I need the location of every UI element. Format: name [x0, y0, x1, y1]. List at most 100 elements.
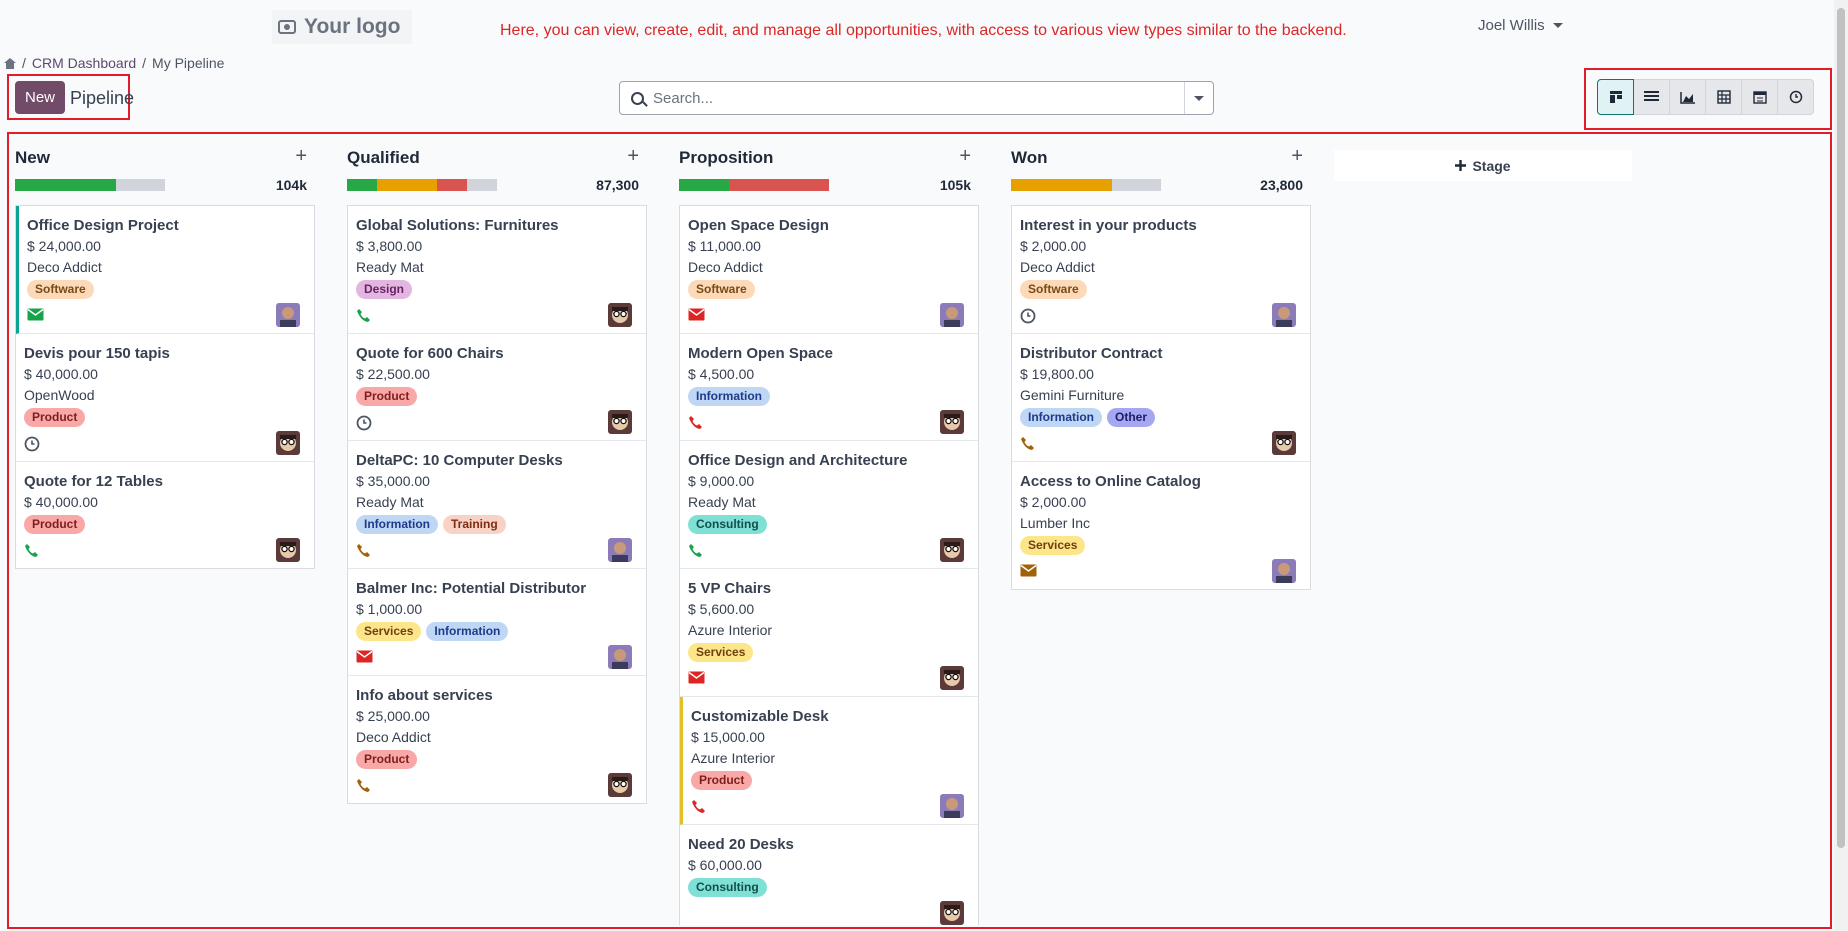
- add-stage-button[interactable]: Stage: [1334, 150, 1632, 181]
- search-options-toggle[interactable]: [1184, 82, 1213, 114]
- opportunity-card[interactable]: Access to Online Catalog $ 2,000.00 Lumb…: [1012, 462, 1310, 589]
- card-title: Quote for 12 Tables: [24, 473, 163, 490]
- opportunity-card[interactable]: Open Space Design $ 11,000.00 Deco Addic…: [680, 206, 978, 334]
- avatar-glasses[interactable]: [608, 773, 632, 797]
- clock-icon[interactable]: [1020, 308, 1036, 329]
- avatar-purple[interactable]: [608, 645, 632, 669]
- user-menu[interactable]: Joel Willis: [1478, 17, 1563, 34]
- phone-icon[interactable]: [688, 415, 703, 435]
- activity-view-button[interactable]: [1777, 79, 1814, 115]
- phone-icon[interactable]: [24, 543, 39, 563]
- opportunity-card[interactable]: DeltaPC: 10 Computer Desks $ 35,000.00 R…: [348, 441, 646, 569]
- column-progress-bar[interactable]: [1011, 179, 1161, 191]
- avatar-glasses[interactable]: [608, 410, 632, 434]
- card-company: Ready Mat: [356, 494, 424, 510]
- envelope-icon[interactable]: [688, 308, 705, 326]
- avatar-purple[interactable]: [940, 794, 964, 818]
- activity-icon: [1789, 90, 1802, 104]
- phone-icon[interactable]: [356, 543, 371, 563]
- envelope-icon[interactable]: [688, 671, 705, 689]
- progress-segment[interactable]: [377, 179, 437, 191]
- opportunity-card[interactable]: Office Design Project $ 24,000.00 Deco A…: [16, 206, 314, 334]
- kanban-column: Qualified + 87,300 Global Solutions: Fur…: [342, 134, 647, 804]
- clock-icon[interactable]: [24, 436, 40, 457]
- card-tags: Information: [688, 387, 970, 406]
- phone-icon[interactable]: [356, 778, 371, 798]
- opportunity-card[interactable]: Modern Open Space $ 4,500.00 Information: [680, 334, 978, 441]
- envelope-icon[interactable]: [1020, 564, 1037, 582]
- avatar-glasses[interactable]: [1272, 431, 1296, 455]
- pivot-view-button[interactable]: [1705, 79, 1742, 115]
- opportunity-card[interactable]: Interest in your products $ 2,000.00 Dec…: [1012, 206, 1310, 334]
- card-tags: Software: [688, 280, 970, 299]
- avatar-glasses[interactable]: [940, 901, 964, 925]
- progress-segment[interactable]: [437, 179, 467, 191]
- phone-icon[interactable]: [688, 543, 703, 563]
- progress-segment[interactable]: [347, 179, 377, 191]
- column-title[interactable]: Proposition: [679, 148, 774, 167]
- column-quick-add-icon[interactable]: +: [627, 145, 639, 167]
- avatar-glasses[interactable]: [940, 410, 964, 434]
- graph-view-button[interactable]: [1669, 79, 1706, 115]
- column-title[interactable]: Qualified: [347, 148, 420, 167]
- company-logo[interactable]: Your logo: [272, 10, 412, 44]
- avatar-glasses[interactable]: [276, 431, 300, 455]
- new-button[interactable]: New: [15, 81, 65, 114]
- column-quick-add-icon[interactable]: +: [959, 145, 971, 167]
- search-icon: [631, 91, 644, 105]
- opportunity-card[interactable]: Quote for 600 Chairs $ 22,500.00 Product: [348, 334, 646, 441]
- opportunity-card[interactable]: Quote for 12 Tables $ 40,000.00 Product: [16, 462, 314, 568]
- envelope-icon[interactable]: [356, 650, 373, 668]
- avatar-glasses[interactable]: [608, 303, 632, 327]
- scrollbar-thumb[interactable]: [1837, 8, 1845, 848]
- avatar-glasses[interactable]: [940, 666, 964, 690]
- avatar-glasses[interactable]: [940, 538, 964, 562]
- avatar-purple[interactable]: [940, 303, 964, 327]
- column-progress-bar[interactable]: [347, 179, 497, 191]
- avatar-purple[interactable]: [276, 303, 300, 327]
- list-view-button[interactable]: [1633, 79, 1670, 115]
- progress-segment[interactable]: [15, 179, 116, 191]
- opportunity-card[interactable]: Distributor Contract $ 19,800.00 Gemini …: [1012, 334, 1310, 462]
- clock-icon[interactable]: [356, 415, 372, 436]
- phone-icon[interactable]: [1020, 436, 1035, 456]
- opportunity-card[interactable]: Office Design and Architecture $ 9,000.0…: [680, 441, 978, 569]
- opportunity-card[interactable]: 5 VP Chairs $ 5,600.00 Azure Interior Se…: [680, 569, 978, 697]
- card-amount: $ 5,600.00: [688, 601, 755, 617]
- kanban-view-button[interactable]: [1597, 79, 1634, 115]
- card-title: Global Solutions: Furnitures: [356, 217, 559, 234]
- column-title[interactable]: New: [15, 148, 50, 167]
- column-quick-add-icon[interactable]: +: [295, 145, 307, 167]
- opportunity-card[interactable]: Devis pour 150 tapis $ 40,000.00 OpenWoo…: [16, 334, 314, 462]
- progress-segment[interactable]: [679, 179, 729, 191]
- phone-icon[interactable]: [356, 308, 371, 328]
- envelope-icon[interactable]: [27, 308, 44, 326]
- card-amount: $ 40,000.00: [24, 494, 98, 510]
- tag-badge: Services: [688, 643, 754, 662]
- home-icon[interactable]: [4, 57, 16, 69]
- opportunity-card[interactable]: Balmer Inc: Potential Distributor $ 1,00…: [348, 569, 646, 676]
- phone-icon[interactable]: [691, 799, 706, 819]
- column-quick-add-icon[interactable]: +: [1291, 145, 1303, 167]
- column-title[interactable]: Won: [1011, 148, 1048, 167]
- column-progress-bar[interactable]: [15, 179, 165, 191]
- card-tags: Software: [27, 280, 306, 299]
- opportunity-card[interactable]: Customizable Desk $ 15,000.00 Azure Inte…: [680, 697, 978, 825]
- opportunity-card[interactable]: Global Solutions: Furnitures $ 3,800.00 …: [348, 206, 646, 334]
- search-input[interactable]: [653, 89, 1173, 107]
- breadcrumb-crm-dashboard[interactable]: CRM Dashboard: [31, 55, 137, 71]
- avatar-purple[interactable]: [608, 538, 632, 562]
- card-company: Gemini Furniture: [1020, 387, 1125, 403]
- card-tags: Software: [1020, 280, 1302, 299]
- calendar-view-button[interactable]: [1741, 79, 1778, 115]
- avatar-purple[interactable]: [1272, 303, 1296, 327]
- page-title: Pipeline: [70, 88, 135, 108]
- progress-segment[interactable]: [1011, 179, 1112, 191]
- progress-segment[interactable]: [728, 179, 829, 191]
- page-scrollbar[interactable]: [1834, 0, 1848, 931]
- opportunity-card[interactable]: Info about services $ 25,000.00 Deco Add…: [348, 676, 646, 803]
- avatar-glasses[interactable]: [276, 538, 300, 562]
- opportunity-card[interactable]: Need 20 Desks $ 60,000.00 Consulting: [680, 825, 978, 925]
- avatar-purple[interactable]: [1272, 559, 1296, 583]
- column-progress-bar[interactable]: [679, 179, 829, 191]
